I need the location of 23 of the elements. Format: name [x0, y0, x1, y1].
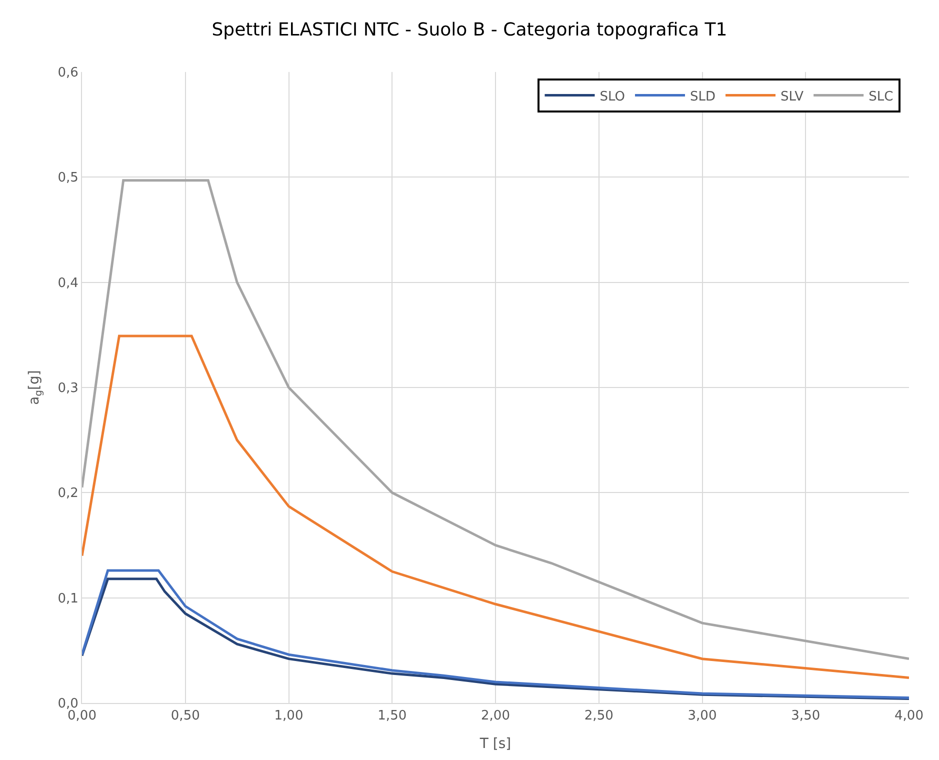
x-tick-label: 1,50	[378, 708, 407, 724]
y-tick-label: 0,3	[58, 381, 78, 396]
x-tick-label: 2,00	[481, 708, 510, 724]
legend-label: SLC	[868, 89, 894, 104]
x-tick-label: 0,00	[68, 708, 96, 724]
legend-label: SLO	[600, 89, 625, 104]
x-tick-label: 3,50	[791, 708, 820, 724]
chart-title: Spettri ELASTICI NTC - Suolo B - Categoria topografica T1	[212, 19, 728, 40]
line-series	[82, 179, 909, 660]
x-tick-label: 2,50	[584, 708, 614, 724]
y-tick-label: 0,5	[58, 170, 78, 186]
x-tick-label: 4,00	[894, 708, 924, 724]
y-tick-label: 0,4	[58, 276, 78, 291]
line-series	[82, 334, 909, 680]
x-tick-label: 1,00	[274, 708, 304, 724]
legend-label: SLD	[690, 89, 716, 104]
x-tick-label: 0,50	[170, 708, 200, 724]
x-axis-title: T [s]	[478, 736, 512, 752]
x-tick-label: 3,00	[688, 708, 717, 724]
y-tick-label: 0,2	[58, 486, 78, 502]
y-tick-label: 0,6	[58, 66, 78, 81]
y-tick-label: 0,1	[58, 591, 78, 606]
legend-label: SLV	[780, 89, 804, 104]
